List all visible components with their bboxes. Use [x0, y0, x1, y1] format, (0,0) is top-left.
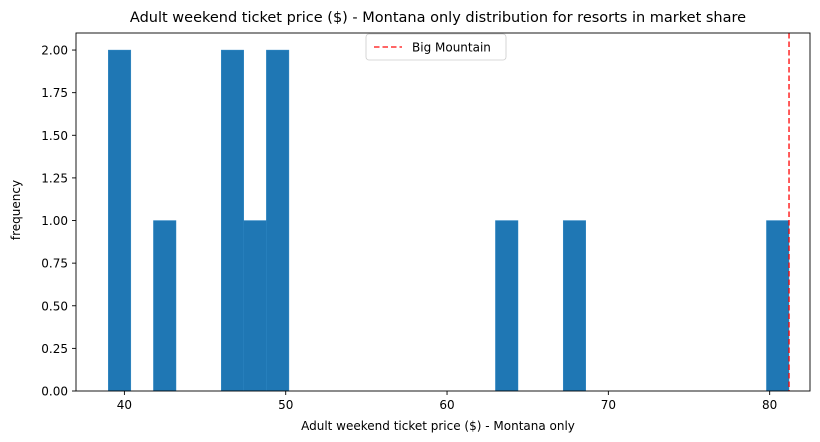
histogram-bar — [495, 220, 519, 392]
x-tick-label: 80 — [762, 398, 777, 412]
y-tick-label: 0.50 — [41, 299, 68, 313]
x-tick-label: 40 — [117, 398, 132, 412]
histogram-bar — [243, 220, 267, 392]
histogram-bars — [108, 49, 790, 392]
histogram-bar — [562, 220, 586, 392]
legend-box — [365, 33, 507, 61]
y-tick-label: 1.00 — [41, 214, 68, 228]
legend-label-big-mountain: Big Mountain — [412, 41, 491, 55]
y-tick-label: 0.75 — [41, 257, 68, 271]
histogram-bar — [766, 220, 790, 392]
y-axis-ticks: 0.00 0.25 0.50 0.75 1.00 1.25 1.50 1.75 2.00 — [41, 44, 76, 399]
y-tick-label: 1.25 — [41, 171, 68, 185]
y-tick-label: 1.50 — [41, 129, 68, 143]
x-tick-label: 50 — [278, 398, 293, 412]
y-tick-label: 2.00 — [41, 44, 68, 58]
y-axis-label: frequency — [9, 180, 23, 240]
x-tick-label: 70 — [601, 398, 616, 412]
x-tick-label: 60 — [439, 398, 454, 412]
y-tick-label: 0.00 — [41, 385, 68, 399]
legend: Big Mountain — [365, 33, 507, 61]
x-axis-label: Adult weekend ticket price ($) - Montana… — [301, 419, 575, 433]
x-axis-ticks: 40 50 60 70 80 — [117, 391, 777, 412]
chart-title: Adult weekend ticket price ($) - Montana… — [130, 10, 746, 26]
y-tick-label: 1.75 — [41, 86, 68, 100]
histogram-bar — [153, 220, 177, 392]
plot-area-frame — [75, 32, 811, 392]
histogram-bar — [220, 49, 244, 392]
y-tick-label: 0.25 — [41, 342, 68, 356]
histogram-bar — [266, 49, 290, 392]
histogram-bar — [108, 49, 132, 392]
